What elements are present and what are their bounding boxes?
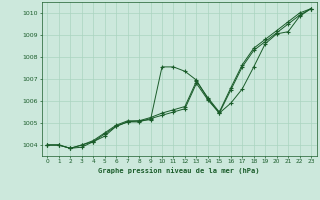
X-axis label: Graphe pression niveau de la mer (hPa): Graphe pression niveau de la mer (hPa) bbox=[99, 167, 260, 174]
